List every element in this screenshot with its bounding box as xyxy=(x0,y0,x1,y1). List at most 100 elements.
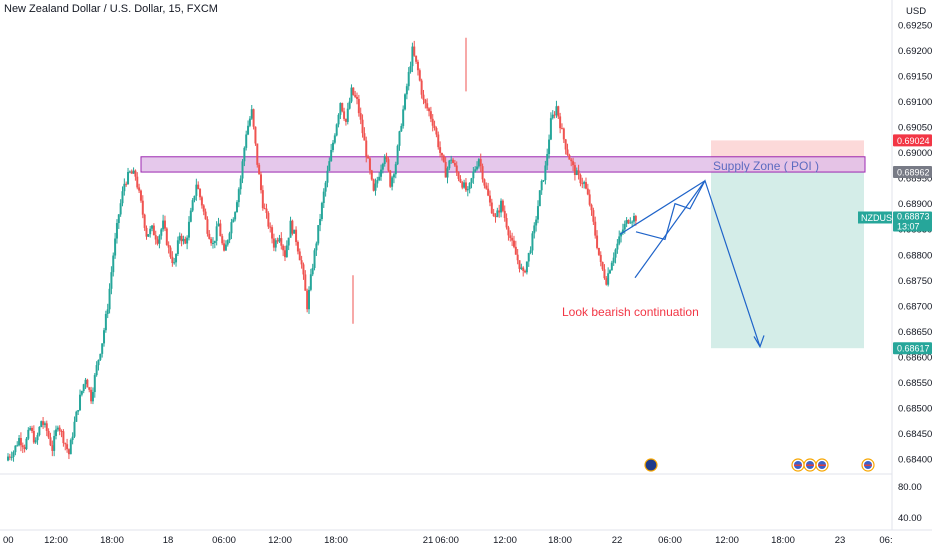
candle-body xyxy=(361,119,364,134)
candle-body xyxy=(128,171,131,173)
candle-body xyxy=(187,221,190,238)
candle-body xyxy=(67,449,70,455)
candle-body xyxy=(232,219,235,223)
candle-body xyxy=(256,143,259,165)
candle-body xyxy=(274,240,277,248)
flag-icon-stripe xyxy=(794,464,802,466)
candle-body xyxy=(498,210,501,213)
candle-body xyxy=(435,128,438,135)
candle-body xyxy=(206,219,209,234)
x-tick-label: 00 xyxy=(3,535,14,546)
candle-body xyxy=(346,108,349,122)
candle-body xyxy=(241,161,244,179)
candle-body xyxy=(415,55,418,62)
candle-body xyxy=(10,456,13,458)
candle-body xyxy=(343,111,346,119)
candle-body xyxy=(313,250,316,268)
candle-body xyxy=(479,159,482,167)
candle-body xyxy=(104,314,107,331)
candle-body xyxy=(36,435,39,441)
candle-body xyxy=(335,124,338,136)
candle-body xyxy=(23,447,26,450)
symbol-title: New Zealand Dollar / U.S. Dollar, 15, FX… xyxy=(4,3,218,15)
candle-body xyxy=(383,156,386,165)
candle-body xyxy=(409,66,412,72)
candle-body xyxy=(19,438,22,446)
candle-body xyxy=(455,165,458,173)
candle-body xyxy=(158,235,161,244)
candle-body xyxy=(136,176,139,188)
candle-body xyxy=(49,437,52,446)
candle-body xyxy=(431,118,434,126)
candle-body xyxy=(553,114,556,116)
y-tick-label: 0.69250 xyxy=(898,21,932,32)
x-tick-label: 06:00 xyxy=(212,535,236,546)
candle-body xyxy=(457,172,460,179)
candle-body xyxy=(93,375,96,393)
candle-body xyxy=(557,106,560,117)
candle-body xyxy=(337,114,340,125)
candle-body xyxy=(581,183,584,185)
candle-body xyxy=(319,219,322,226)
candle-body xyxy=(596,235,599,248)
candle-body xyxy=(603,269,606,279)
candle-body xyxy=(562,128,565,140)
candlestick-series xyxy=(7,37,637,462)
flag-icon-stripe xyxy=(818,464,826,466)
supply-zone-label: Supply Zone ( POI ) xyxy=(713,159,819,173)
candle-body xyxy=(132,170,135,174)
candle-body xyxy=(252,109,255,127)
candle-body xyxy=(282,245,285,251)
candle-body xyxy=(163,220,166,229)
candle-body xyxy=(154,235,157,240)
y-tick-label: 0.68750 xyxy=(898,276,932,287)
candle-body xyxy=(42,421,45,425)
candle-body xyxy=(112,255,115,273)
candle-body xyxy=(446,168,449,178)
target-price-tag-text: 0.68617 xyxy=(897,344,930,354)
candle-body xyxy=(79,394,82,411)
candle-body xyxy=(391,177,394,187)
x-tick-label: 12:00 xyxy=(715,535,739,546)
candle-body xyxy=(197,184,200,190)
candle-body xyxy=(25,438,28,450)
stop-price-tag-text: 0.69024 xyxy=(897,136,930,146)
candle-body xyxy=(416,61,419,71)
candle-body xyxy=(540,180,543,191)
candle-body xyxy=(333,135,336,143)
candle-body xyxy=(117,214,120,224)
candle-body xyxy=(160,229,163,236)
candle-body xyxy=(152,225,155,236)
price-axis-panel xyxy=(892,0,932,550)
candle-body xyxy=(577,170,580,175)
candle-body xyxy=(483,179,486,186)
candle-body xyxy=(276,240,279,242)
candle-body xyxy=(548,139,551,155)
candle-body xyxy=(500,200,503,213)
candle-body xyxy=(505,218,508,228)
candle-body xyxy=(568,155,571,160)
candle-body xyxy=(607,273,610,285)
candle-body xyxy=(127,171,130,184)
candle-body xyxy=(56,427,59,430)
flag-icon-stripe xyxy=(864,464,872,466)
candle-body xyxy=(328,161,331,171)
candle-body xyxy=(385,156,388,160)
wedge-upper-line xyxy=(619,180,706,235)
candle-body xyxy=(69,440,72,455)
x-tick-label: 18:00 xyxy=(771,535,795,546)
candle-body xyxy=(18,438,21,446)
candle-body xyxy=(7,456,9,461)
candle-body xyxy=(175,253,178,263)
arrow-head xyxy=(753,335,765,349)
candle-body xyxy=(267,213,270,227)
candle-body xyxy=(300,260,303,265)
candle-body xyxy=(564,139,567,150)
candle-body xyxy=(536,206,539,220)
flag-icon-stripe xyxy=(806,464,814,466)
candle-body xyxy=(529,250,532,253)
candle-body xyxy=(191,200,194,211)
candle-body xyxy=(394,164,397,175)
